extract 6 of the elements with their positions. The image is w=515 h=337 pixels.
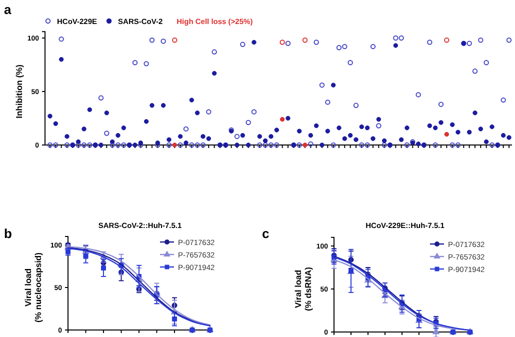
text: b — [4, 226, 12, 241]
y-axis-title: Viral load (% nucleocapsid) — [23, 252, 43, 322]
y-axis-title: Viral load (% dsRNA) — [293, 266, 313, 311]
y-axis-title: Inhibition (%) — [14, 64, 24, 118]
text: c — [262, 226, 270, 241]
text: a — [4, 2, 12, 17]
